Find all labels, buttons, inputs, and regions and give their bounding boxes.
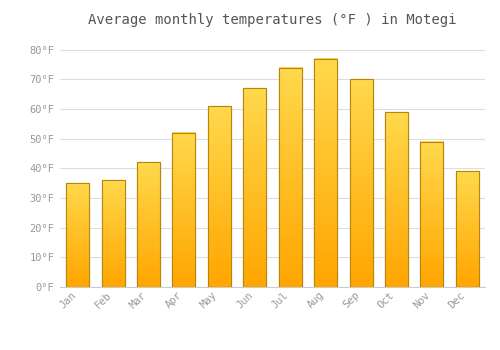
Bar <box>172 133 196 287</box>
Bar <box>385 112 408 287</box>
Bar <box>350 79 372 287</box>
Bar <box>278 68 301 287</box>
Bar <box>385 112 408 287</box>
Bar <box>314 59 337 287</box>
Bar <box>420 142 444 287</box>
Bar <box>66 183 89 287</box>
Bar <box>314 59 337 287</box>
Bar <box>278 68 301 287</box>
Bar <box>456 172 479 287</box>
Bar <box>208 106 231 287</box>
Bar <box>420 142 444 287</box>
Bar <box>172 133 196 287</box>
Bar <box>456 172 479 287</box>
Title: Average monthly temperatures (°F ) in Motegi: Average monthly temperatures (°F ) in Mo… <box>88 13 457 27</box>
Bar <box>137 162 160 287</box>
Bar <box>66 183 89 287</box>
Bar <box>244 88 266 287</box>
Bar <box>102 180 124 287</box>
Bar <box>244 88 266 287</box>
Bar <box>208 106 231 287</box>
Bar <box>137 162 160 287</box>
Bar <box>102 180 124 287</box>
Bar <box>350 79 372 287</box>
